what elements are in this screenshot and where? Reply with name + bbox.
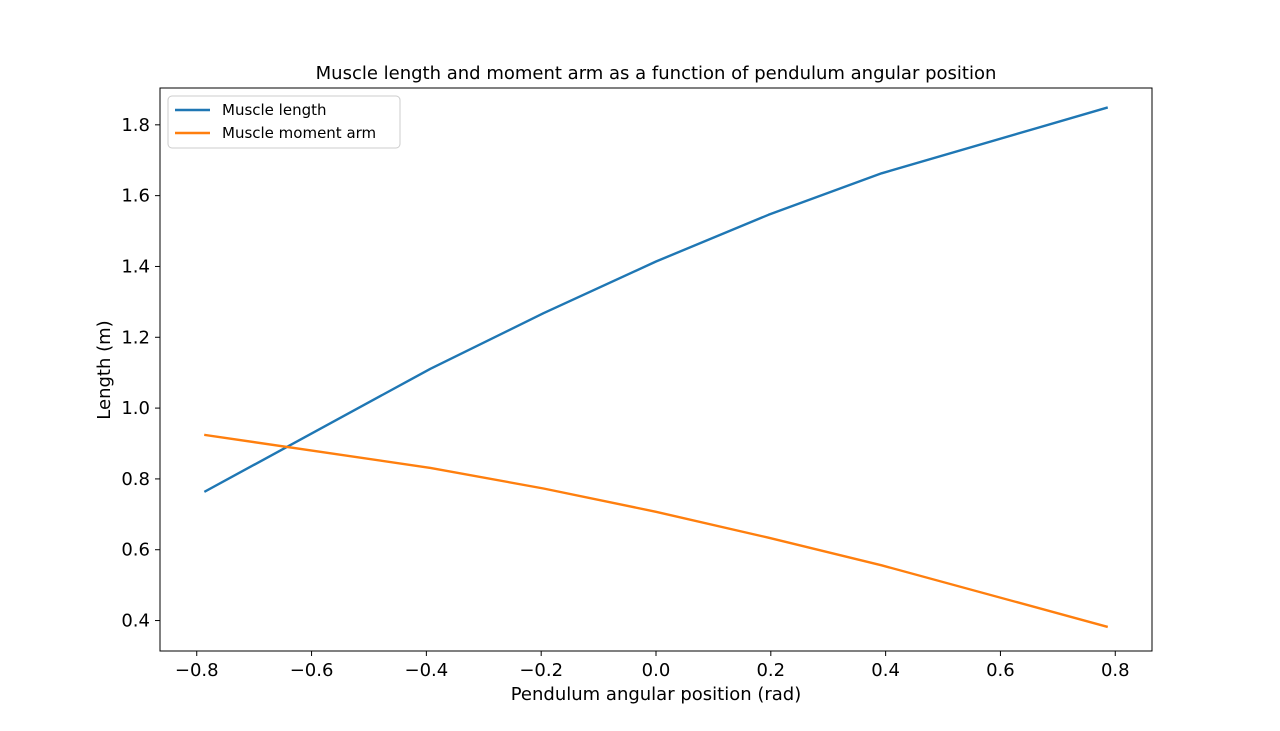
y-tick-label: 1.2: [121, 327, 150, 348]
y-axis: 0.4 0.6 0.8 1.0 1.2 1.4 1.6 1.8: [121, 115, 160, 632]
chart-title: Muscle length and moment arm as a functi…: [316, 63, 997, 84]
y-tick-label: 1.6: [121, 186, 150, 207]
x-tick-label: 0.6: [986, 660, 1015, 681]
plot-frame: [159, 87, 1153, 652]
legend-box: [167, 95, 401, 149]
x-axis-title: Pendulum angular position (rad): [511, 684, 802, 705]
x-tick-label: 0.0: [642, 660, 671, 681]
y-tick-label: 0.4: [121, 611, 150, 632]
y-tick-label: 0.6: [121, 540, 150, 561]
x-tick-label: 0.2: [756, 660, 785, 681]
y-axis-title: Length (m): [94, 320, 115, 419]
x-tick-label: −0.8: [175, 660, 219, 681]
x-tick-label: −0.4: [405, 660, 449, 681]
x-tick-label: 0.4: [871, 660, 900, 681]
legend-label-1: Muscle moment arm: [222, 124, 376, 142]
series-layer: [203, 106, 1109, 629]
x-tick-label: 0.8: [1101, 660, 1130, 681]
legend: Muscle length Muscle moment arm: [167, 95, 401, 149]
y-tick-label: 1.0: [121, 398, 150, 419]
y-tick-label: 0.8: [121, 469, 150, 490]
x-axis: −0.8 −0.6 −0.4 −0.2 0.0 0.2 0.4 0.6 0.8: [175, 651, 1130, 681]
series-line-1: [204, 433, 1109, 629]
y-tick-label: 1.4: [121, 256, 150, 277]
x-tick-label: −0.2: [519, 660, 563, 681]
legend-label-0: Muscle length: [222, 101, 327, 119]
x-tick-label: −0.6: [290, 660, 334, 681]
y-tick-label: 1.8: [121, 115, 150, 136]
series-line-0: [203, 106, 1109, 493]
plot-area: −0.8 −0.6 −0.4 −0.2 0.0 0.2 0.4 0.6 0.8 0.40.60.…: [121, 87, 1153, 681]
